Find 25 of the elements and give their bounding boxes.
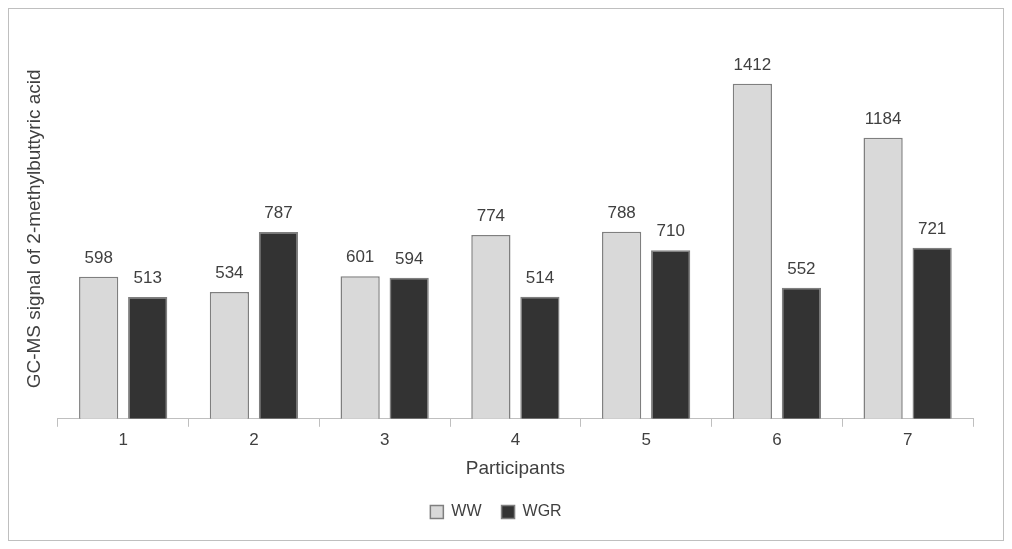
data-label: 552 — [787, 258, 816, 278]
x-tick-label: 1 — [118, 429, 128, 449]
x-tick-label: 3 — [379, 429, 390, 449]
data-label: 513 — [133, 268, 162, 288]
data-label: 594 — [394, 248, 424, 268]
data-label: 710 — [656, 221, 685, 241]
legend-label: WGR — [522, 502, 562, 520]
x-tick-label: 2 — [249, 429, 259, 449]
data-label: 534 — [215, 263, 244, 283]
x-tick-label: 7 — [902, 429, 913, 449]
data-label: 787 — [264, 203, 293, 223]
x-axis-title: Participants — [465, 456, 566, 478]
data-label: 1184 — [864, 108, 902, 128]
x-tick-label: 6 — [772, 429, 782, 449]
data-label: 788 — [607, 202, 636, 222]
x-tick-label: 4 — [510, 429, 521, 449]
data-label: 598 — [84, 248, 113, 268]
legend-label: WW — [451, 502, 483, 520]
x-tick-label: 5 — [641, 429, 651, 449]
y-axis-title: GC-MS signal of 2-methylbuttyric acid — [22, 69, 44, 389]
data-label: 1412 — [733, 54, 772, 74]
data-label: 601 — [345, 247, 375, 267]
data-label: 514 — [525, 267, 555, 287]
data-label: 774 — [476, 206, 506, 226]
data-label: 721 — [917, 218, 947, 238]
